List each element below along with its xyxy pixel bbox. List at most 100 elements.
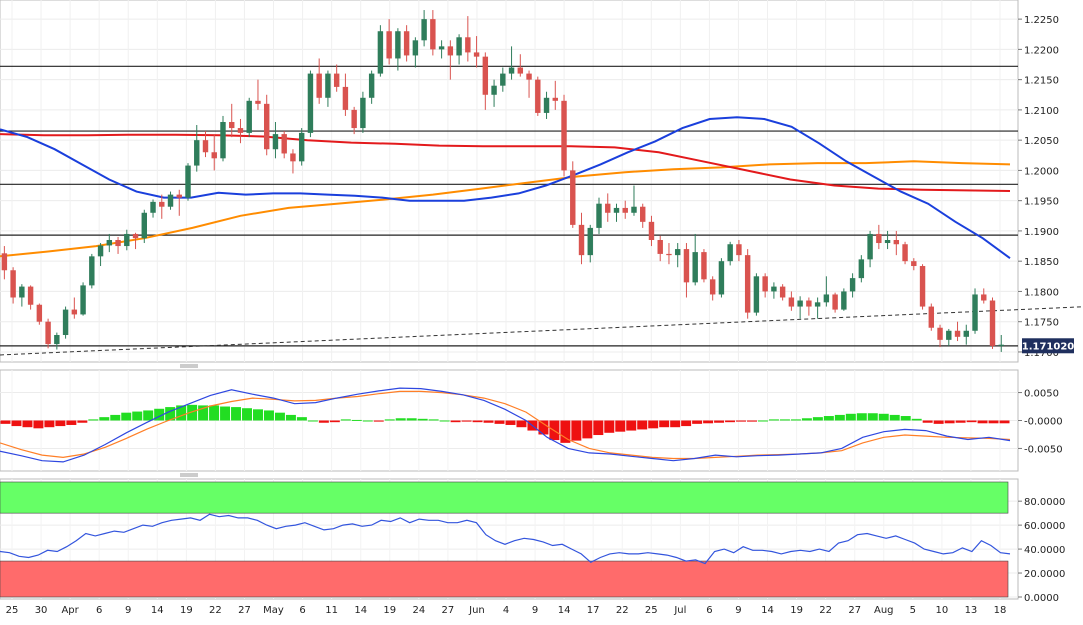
bearish-candle: [561, 94, 567, 177]
macd-bar-positive: [878, 413, 889, 421]
macd-bar-positive: [340, 419, 351, 421]
bullish-candle: [395, 28, 401, 71]
bullish-candle: [797, 296, 803, 319]
rsi-line: [0, 513, 1011, 565]
candle-body: [351, 109, 357, 129]
macd-bar-positive: [428, 419, 439, 421]
bearish-candle: [954, 321, 961, 342]
bearish-candle: [1, 246, 8, 280]
macd-bar-negative: [659, 420, 670, 428]
macd-bar-negative: [11, 420, 22, 427]
mid-moving-average-line: [0, 133, 1011, 192]
macd-bar-negative: [33, 420, 44, 429]
candle-body: [71, 309, 78, 315]
bearish-candle: [622, 200, 628, 219]
rsi-axis: 80.0000 60.0000 40.0000 20.0000 0.0000: [1018, 497, 1065, 604]
macd-bar-negative: [692, 420, 703, 424]
bearish-candle: [666, 243, 672, 265]
candle-body: [281, 134, 287, 154]
bullish-candle: [124, 229, 130, 251]
macd-bar-negative: [450, 420, 461, 423]
candle-body: [194, 140, 200, 166]
bearish-candle: [806, 297, 812, 316]
price-tick-label: 1.1800: [1024, 287, 1059, 298]
candle-body: [307, 73, 314, 133]
oversold-zone: [0, 560, 1009, 598]
candle-body: [482, 56, 489, 95]
candle-body: [97, 245, 104, 257]
candle-body: [552, 97, 558, 101]
bearish-candle: [333, 64, 340, 92]
macd-bar-negative: [461, 420, 472, 422]
x-tick-label: 14: [558, 605, 571, 616]
bullish-candle: [613, 203, 620, 222]
x-tick-label: 24: [412, 605, 425, 616]
candle-body: [946, 330, 952, 340]
bullish-candle: [727, 241, 733, 266]
candle-body: [229, 122, 235, 129]
candle-body: [657, 240, 663, 254]
macd-bar-positive: [362, 420, 373, 422]
bearish-candle: [605, 193, 611, 222]
macd-bar-negative: [516, 420, 527, 428]
slow-moving-average-line: [0, 160, 1011, 258]
bullish-candle: [307, 70, 314, 138]
bearish-candle: [876, 224, 882, 250]
bullish-candle: [89, 253, 95, 289]
macd-bar-negative: [494, 420, 505, 424]
bearish-candle: [473, 36, 480, 68]
bearish-candle: [202, 131, 209, 158]
x-axis: 25 30 Apr 6 9 14 19 22 27 May 6 11 14 19 24 27 Jun 4 9 14 17…: [6, 605, 1007, 616]
panel-resize-handle-2[interactable]: [180, 473, 198, 477]
bullish-candle: [246, 97, 252, 138]
bullish-candle: [596, 197, 602, 234]
candle-body: [176, 194, 182, 198]
bullish-candle: [946, 328, 952, 346]
x-tick-label: 9: [125, 605, 131, 616]
candle-body: [622, 207, 628, 213]
candle-body: [981, 294, 987, 301]
candle-body: [526, 73, 532, 80]
candles: [1, 10, 1004, 352]
x-tick-label: 22: [616, 605, 629, 616]
bearish-candle: [640, 203, 646, 228]
rsi-tick-label: 60.0000: [1024, 521, 1065, 532]
macd-bar-negative: [538, 420, 549, 435]
x-tick-label: 5: [910, 605, 916, 616]
candle-body: [395, 31, 401, 59]
bearish-candle: [517, 54, 524, 77]
macd-bar-positive: [395, 418, 406, 421]
x-tick-label: 25: [645, 605, 658, 616]
candle-body: [570, 170, 576, 225]
macd-bar-positive: [231, 407, 242, 421]
macd-bar-positive: [801, 418, 812, 421]
candle-body: [27, 286, 34, 305]
macd-tick-label: -0.0050: [1024, 444, 1063, 455]
macd-bar-negative: [66, 420, 77, 425]
candle-body: [150, 201, 156, 213]
bearish-candle: [316, 58, 322, 104]
macd-tick-label: 0.0050: [1024, 389, 1059, 400]
macd-bar-negative: [922, 420, 933, 423]
candle-body: [456, 37, 462, 56]
bearish-candle: [159, 194, 165, 219]
bullish-candle: [587, 224, 593, 263]
macd-bar-positive: [242, 408, 252, 421]
bearish-candle: [779, 284, 786, 301]
x-tick-label: Jul: [673, 605, 686, 616]
candle-body: [893, 240, 900, 245]
panel-resize-handle-1[interactable]: [180, 364, 198, 368]
rsi-panel: 80.0000 60.0000 40.0000 20.0000 0.0000: [0, 478, 1065, 604]
candle-body: [718, 261, 725, 295]
bullish-candle: [194, 125, 200, 172]
macd-bar-positive: [143, 410, 154, 421]
bearish-candle: [744, 249, 751, 319]
candle-body: [587, 227, 593, 256]
last-price-label: 1.171020: [1022, 341, 1075, 352]
candle-body: [701, 252, 707, 280]
bullish-candle: [841, 288, 847, 311]
bullish-candle: [543, 91, 550, 119]
candle-body: [132, 233, 139, 239]
macd-bar-positive: [845, 413, 856, 421]
bullish-candle: [62, 306, 69, 339]
